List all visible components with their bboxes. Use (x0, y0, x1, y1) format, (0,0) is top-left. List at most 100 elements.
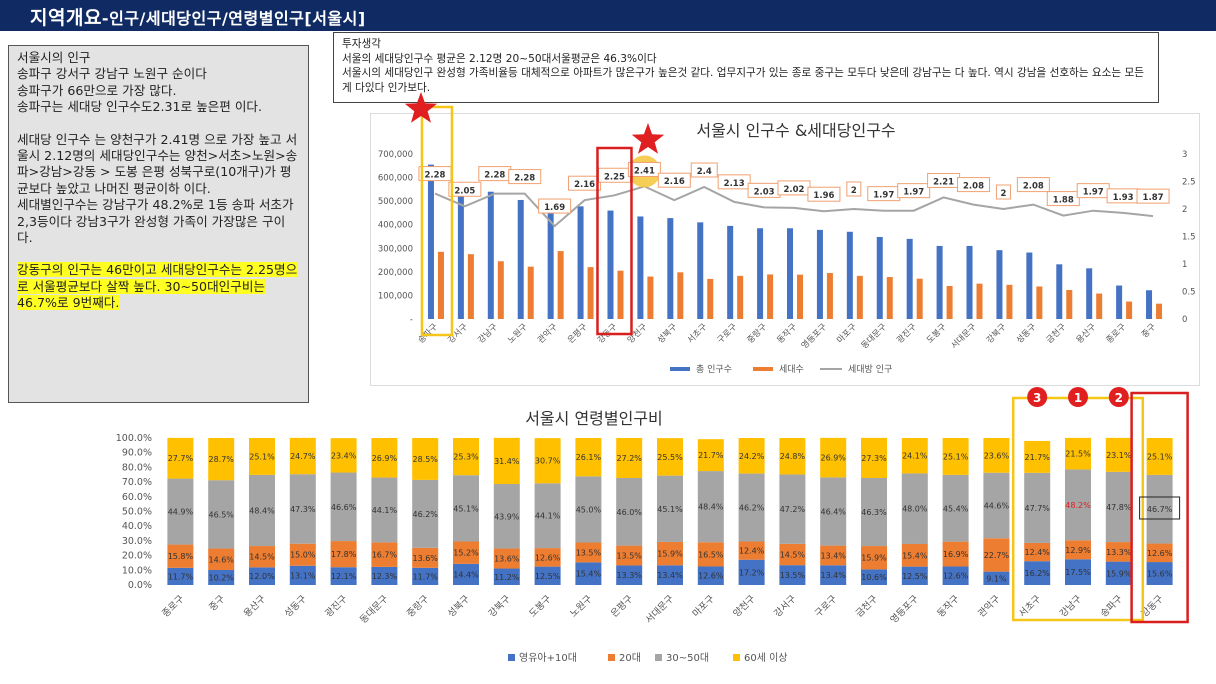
legend-label: 20대 (619, 652, 641, 664)
household-bar (826, 273, 833, 319)
stacked-segment (167, 544, 194, 568)
data-label: 10.2% (208, 574, 234, 583)
stacked-segment (1024, 472, 1051, 543)
data-label: 21.7% (698, 451, 724, 460)
stacked-segment (371, 566, 398, 585)
data-label: 48.4% (698, 503, 724, 512)
data-label: 25.1% (943, 452, 969, 461)
data-label: 22.7% (984, 551, 1010, 560)
data-label: 46.4% (820, 508, 846, 517)
y-left-tick-label: 400,000 (378, 221, 413, 231)
x-tick-label: 노원구 (506, 322, 530, 346)
stacked-segment (1065, 559, 1091, 585)
data-label: 2.4 (697, 167, 712, 177)
data-label: 26.1% (576, 453, 602, 462)
value-highlight-box (1139, 496, 1181, 520)
population-bar (996, 250, 1003, 319)
chart-title: 서울시 인구수 &세대당인구수 (696, 121, 895, 140)
stacked-segment (575, 562, 602, 585)
legend-label: 세대수 (779, 364, 804, 375)
red-star-icon (404, 92, 438, 123)
data-label: 46.2% (412, 510, 438, 519)
data-label: 15.9% (861, 554, 887, 563)
data-label: 2.28 (484, 171, 505, 181)
legend-label: 30~50대 (666, 652, 709, 664)
y-tick-label: 90.0% (122, 448, 152, 459)
stacked-segment (249, 546, 275, 568)
household-bar (707, 278, 714, 319)
data-label: 15.2% (453, 549, 479, 558)
data-label: 25.1% (1147, 452, 1173, 461)
x-tick-label: 중랑구 (404, 592, 431, 619)
data-label-box (897, 183, 931, 199)
y-right-tick-label: 0.5 (1182, 288, 1196, 298)
data-label: 13.3% (616, 571, 642, 580)
x-tick-label: 중랑구 (745, 321, 769, 345)
data-label: 13.4% (820, 571, 846, 580)
data-label: 45.0% (576, 505, 602, 514)
stacked-segment (1105, 471, 1132, 543)
household-bar (677, 272, 684, 319)
summary-line: 세대당 인구수 는 양천구가 2.41명 으로 가장 높고 서울시 2.12명의… (17, 131, 298, 196)
stacked-segment (289, 543, 316, 566)
stacked-segment (1065, 469, 1091, 541)
summary-line: 세대별인구수는 강남구가 48.2%로 1등 송파 서초가 2,3등이다 강남3… (17, 197, 294, 246)
data-label: 27.3% (861, 454, 887, 463)
persons-per-household-line (434, 185, 1154, 228)
stacked-segment (453, 475, 479, 542)
stacked-segment (820, 437, 847, 478)
data-label: 15.4% (576, 570, 602, 579)
stacked-segment (616, 545, 643, 566)
x-tick-label: 강남구 (1058, 593, 1085, 620)
investment-line: 서울의 세대당인구수 평균은 2.12명 20~50대서울평균은 46.3%이다 (342, 52, 657, 65)
household-bar (467, 254, 474, 319)
stacked-segment (1024, 440, 1051, 473)
household-bar (617, 270, 624, 319)
data-label: 12.0% (249, 572, 275, 581)
x-tick-label: 노원구 (568, 593, 595, 620)
stacked-segment (412, 438, 439, 480)
stacked-segment (167, 437, 194, 479)
summary-line: 송파구가 66만으로 가장 많다. (17, 82, 177, 98)
stacked-segment (1105, 561, 1132, 585)
x-tick-label: 관악구 (975, 592, 1002, 619)
data-label: 17.5% (1065, 568, 1091, 577)
household-bar (527, 266, 534, 319)
data-label: 1.88 (1053, 196, 1074, 206)
y-tick-label: 10.0% (122, 565, 152, 576)
data-label: 11.7% (168, 572, 194, 581)
y-left-tick-label: 100,000 (378, 291, 413, 301)
data-label: 11.7% (412, 572, 438, 581)
data-label: 12.6% (1147, 549, 1173, 558)
data-label-box (957, 177, 991, 193)
y-right-tick-label: 0 (1182, 315, 1187, 325)
stacked-segment (1065, 437, 1091, 470)
data-label: 14.4% (453, 570, 479, 579)
stacked-segment (167, 567, 194, 585)
stacked-segment (493, 568, 520, 585)
population-chart-frame (370, 113, 1200, 386)
data-label-box (1136, 188, 1170, 204)
y-tick-label: 80.0% (122, 462, 152, 473)
stacked-segment (412, 567, 439, 585)
data-label: 23.1% (1106, 451, 1132, 460)
x-tick-label: 동작구 (935, 593, 962, 620)
data-label: 25.5% (657, 453, 683, 462)
data-label: 30.7% (535, 457, 561, 466)
summary-line: 송파구는 세대당 인구수도2.31로 높은편 이다. (17, 99, 263, 115)
x-tick-label: 성북구 (656, 322, 680, 346)
population-bar (667, 218, 674, 319)
stacked-segment (983, 472, 1010, 539)
x-tick-label: 성동구 (283, 593, 310, 620)
x-tick-label: 서대문구 (644, 593, 677, 626)
data-label: 2.13 (724, 179, 745, 189)
stacked-segment (289, 437, 316, 475)
population-bar (1086, 268, 1093, 319)
legend-label: 총 인구수 (696, 364, 732, 375)
data-label: 46.0% (616, 508, 642, 517)
stacked-segment (861, 437, 887, 478)
y-tick-label: 50.0% (122, 507, 152, 518)
x-tick-label: 양천구 (731, 593, 758, 620)
stacked-segment (942, 541, 969, 567)
data-label: 2.21 (933, 177, 954, 187)
